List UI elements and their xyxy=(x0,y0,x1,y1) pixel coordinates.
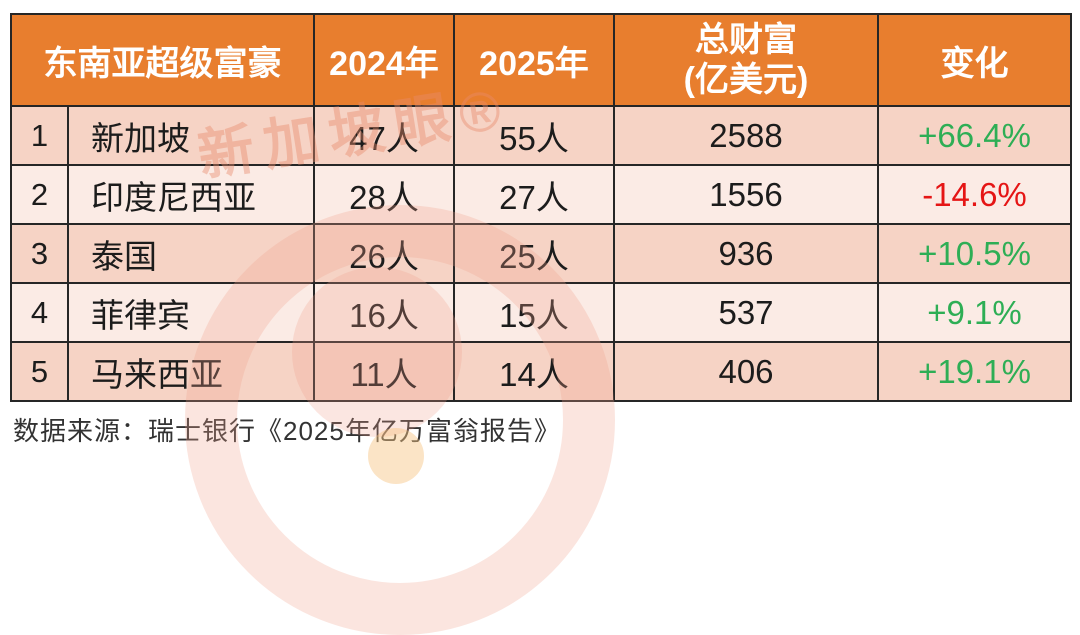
count-2024-cell: 28人 xyxy=(313,164,455,225)
country-cell: 新加坡 xyxy=(67,105,315,166)
table-body: 1 新加坡 47人 55人 2588 +66.4% 2 印度尼西亚 28人 27… xyxy=(10,105,1072,402)
country-cell: 马来西亚 xyxy=(67,341,315,402)
country-cell: 印度尼西亚 xyxy=(67,164,315,225)
wealth-cell: 1556 xyxy=(613,164,879,225)
data-source-note: 数据来源：瑞士银行《2025年亿万富翁报告》 xyxy=(13,416,561,446)
rank-cell: 5 xyxy=(10,341,69,402)
header-cell-wealth: 总财富 (亿美元) xyxy=(613,13,879,107)
rich-list-table: 东南亚超级富豪 2024年 2025年 总财富 (亿美元) 变化 1 新加坡 4… xyxy=(10,13,1072,402)
count-2025-cell: 27人 xyxy=(453,164,615,225)
change-cell: +10.5% xyxy=(877,223,1072,284)
header-cell-group: 东南亚超级富豪 xyxy=(10,13,315,107)
wealth-cell: 537 xyxy=(613,282,879,343)
wealth-cell: 936 xyxy=(613,223,879,284)
table-row: 3 泰国 26人 25人 936 +10.5% xyxy=(10,223,1072,284)
table-row: 5 马来西亚 11人 14人 406 +19.1% xyxy=(10,341,1072,402)
change-cell: +9.1% xyxy=(877,282,1072,343)
count-2025-cell: 55人 xyxy=(453,105,615,166)
rank-cell: 2 xyxy=(10,164,69,225)
wealth-cell: 2588 xyxy=(613,105,879,166)
count-2025-cell: 25人 xyxy=(453,223,615,284)
country-cell: 菲律宾 xyxy=(67,282,315,343)
count-2025-cell: 15人 xyxy=(453,282,615,343)
count-2024-cell: 11人 xyxy=(313,341,455,402)
wealth-header-line1: 总财富 xyxy=(695,21,797,59)
change-cell: +19.1% xyxy=(877,341,1072,402)
change-cell: -14.6% xyxy=(877,164,1072,225)
table-row: 4 菲律宾 16人 15人 537 +9.1% xyxy=(10,282,1072,343)
table-row: 1 新加坡 47人 55人 2588 +66.4% xyxy=(10,105,1072,166)
infographic-canvas: 东南亚超级富豪 2024年 2025年 总财富 (亿美元) 变化 1 新加坡 4… xyxy=(10,13,1072,635)
rank-cell: 1 xyxy=(10,105,69,166)
count-2025-cell: 14人 xyxy=(453,341,615,402)
count-2024-cell: 16人 xyxy=(313,282,455,343)
header-cell-2024: 2024年 xyxy=(313,13,455,107)
rank-cell: 3 xyxy=(10,223,69,284)
count-2024-cell: 26人 xyxy=(313,223,455,284)
table-header-row: 东南亚超级富豪 2024年 2025年 总财富 (亿美元) 变化 xyxy=(10,13,1072,107)
country-cell: 泰国 xyxy=(67,223,315,284)
header-cell-2025: 2025年 xyxy=(453,13,615,107)
rank-cell: 4 xyxy=(10,282,69,343)
table-row: 2 印度尼西亚 28人 27人 1556 -14.6% xyxy=(10,164,1072,225)
wealth-cell: 406 xyxy=(613,341,879,402)
header-cell-change: 变化 xyxy=(877,13,1072,107)
wealth-header-line2: (亿美元) xyxy=(683,61,809,99)
change-cell: +66.4% xyxy=(877,105,1072,166)
count-2024-cell: 47人 xyxy=(313,105,455,166)
